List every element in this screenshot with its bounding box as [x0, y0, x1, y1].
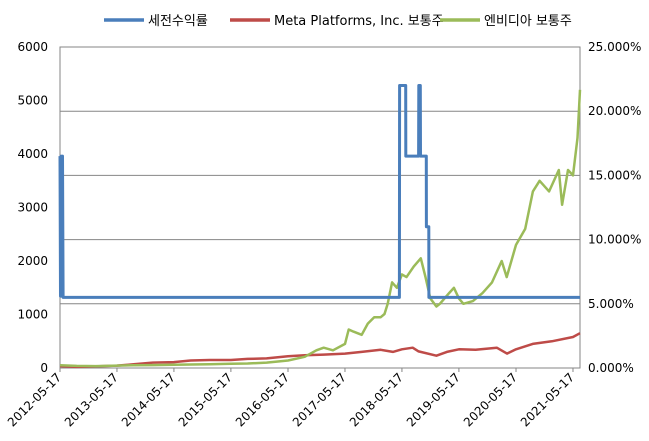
- left-tick-label: 0: [40, 361, 48, 375]
- x-tick-label: 2017-05-17: [290, 370, 349, 429]
- legend: 세전수익률 Meta Platforms, Inc. 보통주 엔비디아 보통주: [104, 14, 572, 29]
- x-tick-label: 2019-05-17: [404, 370, 463, 429]
- x-tick-label: 2012-05-17: [5, 370, 64, 429]
- left-tick-label: 3000: [17, 201, 48, 215]
- series-line-0: [58, 84, 580, 299]
- right-tick-label: 10.000%: [588, 233, 641, 247]
- series-lines: [58, 84, 582, 369]
- x-tick-label: 2015-05-17: [176, 370, 235, 429]
- x-tick-label: 2021-05-17: [518, 370, 577, 429]
- legend-label: 엔비디아 보통주: [484, 14, 572, 29]
- x-tick-label: 2016-05-17: [233, 370, 292, 429]
- left-tick-label: 2000: [17, 254, 48, 268]
- right-tick-label: 5.000%: [588, 297, 634, 311]
- plot-area-frame: [59, 46, 581, 369]
- x-tick-label: 2020-05-17: [461, 370, 520, 429]
- left-tick-label: 4000: [17, 147, 48, 161]
- legend-label: 세전수익률: [148, 14, 208, 29]
- series-line-2: [59, 89, 582, 368]
- series-line-1: [59, 332, 581, 369]
- right-tick-label: 20.000%: [588, 104, 641, 118]
- right-axis-tick-labels: 0.000% 5.000% 10.000% 15.000% 20.000% 25.000%: [588, 40, 641, 375]
- left-tick-label: 1000: [17, 308, 48, 322]
- right-tick-label: 15.000%: [588, 168, 641, 182]
- x-tick-label: 2013-05-17: [62, 370, 121, 429]
- legend-label: Meta Platforms, Inc. 보통주: [274, 14, 444, 29]
- right-tick-label: 0.000%: [588, 361, 634, 375]
- x-axis-tick-labels: 2012-05-172013-05-172014-05-172015-05-17…: [5, 368, 577, 429]
- right-tick-label: 25.000%: [588, 40, 641, 54]
- x-tick-label: 2018-05-17: [347, 370, 406, 429]
- left-axis-tick-labels: 0 1000 2000 3000 4000 5000 6000: [17, 40, 48, 375]
- left-tick-label: 6000: [17, 40, 48, 54]
- left-tick-label: 5000: [17, 94, 48, 108]
- x-tick-label: 2014-05-17: [119, 370, 178, 429]
